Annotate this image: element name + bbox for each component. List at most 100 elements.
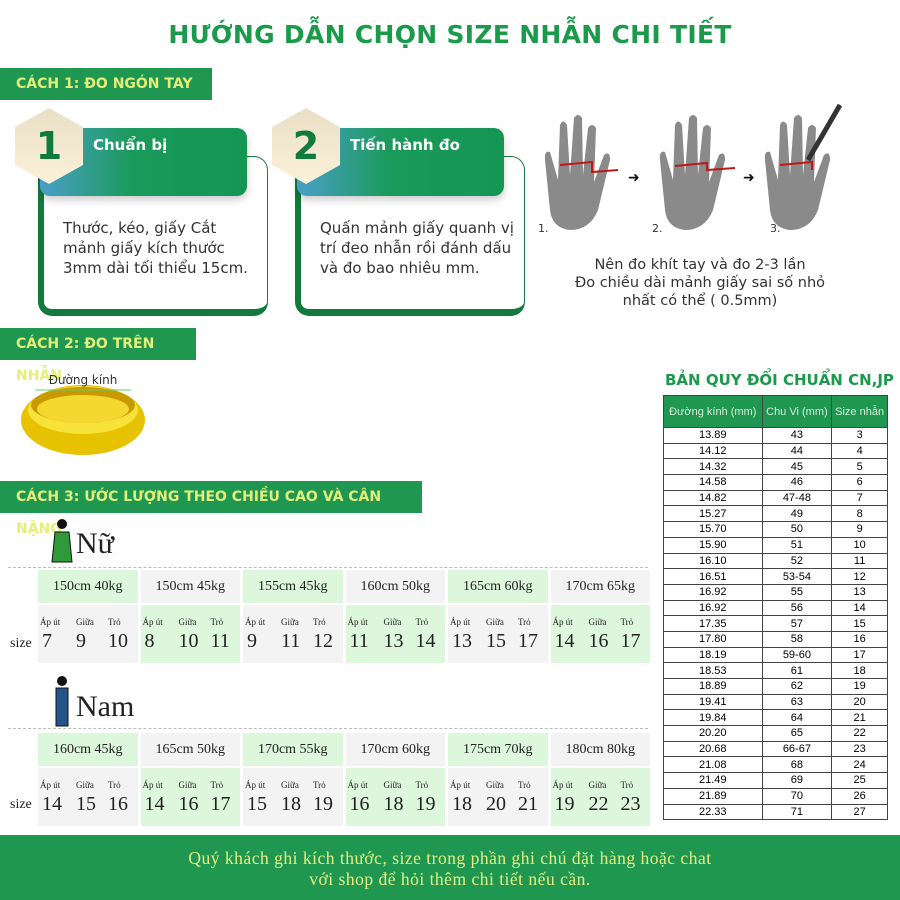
column-header: Chu Vi (mm): [761, 395, 833, 428]
table-cell: 62: [761, 678, 833, 695]
finger-label: Áp út: [245, 617, 266, 627]
table-cell: 20: [831, 693, 888, 711]
table-cell: 21.08: [663, 756, 763, 774]
table-cell: 52: [761, 552, 833, 570]
table-cell: 65: [761, 725, 833, 742]
method3-label: CÁCH 3: ƯỚC LƯỢNG THEO CHIỀU CAO VÀ CÂN …: [0, 481, 422, 537]
size-group: 150cm 45kg Áp út 8 Giữa 10 Trỏ 11: [140, 570, 240, 663]
table-cell: 58: [761, 630, 833, 648]
table-cell: 25: [831, 772, 888, 789]
table-cell: 27: [831, 803, 888, 821]
ring-size: 9: [247, 630, 257, 652]
table-cell: 49: [761, 505, 833, 523]
finger-label: Trỏ: [108, 617, 121, 627]
column-header: Đường kính (mm): [663, 395, 763, 428]
table-row: 16.51 53-54 12: [663, 568, 888, 585]
pen-icon: [805, 103, 843, 162]
table-row: 15.70 50 9: [663, 521, 888, 538]
height-weight: 165cm 60kg: [448, 570, 548, 603]
table-cell: 18.89: [663, 678, 763, 695]
height-weight: 150cm 40kg: [38, 570, 138, 603]
finger-label: Áp út: [450, 780, 471, 790]
size-group: 175cm 70kg Áp út 18 Giữa 20 Trỏ 21: [448, 733, 548, 826]
footer-line: Quý khách ghi kích thước, size trong phầ…: [188, 848, 712, 868]
table-cell: 4: [831, 442, 888, 460]
size-group: 155cm 45kg Áp út 9 Giữa 11 Trỏ 12: [243, 570, 343, 663]
finger-label: Giữa: [178, 617, 197, 627]
finger-label: Trỏ: [415, 617, 429, 627]
size-group: 165cm 50kg Áp út 14 Giữa 16 Trỏ 17: [140, 733, 240, 826]
table-cell: 9: [831, 521, 888, 538]
finger-label: Trỏ: [210, 780, 224, 790]
arrow-icon: ➜: [628, 170, 640, 186]
finger-sizes: Áp út 14 Giữa 16 Trỏ 17: [140, 768, 240, 826]
table-cell: 17.35: [663, 615, 763, 632]
table-cell: 51: [761, 536, 833, 554]
size-label: size: [10, 797, 32, 812]
table-cell: 11: [831, 552, 888, 570]
finger-sizes: Áp út 13 Giữa 15 Trỏ 17: [448, 605, 548, 663]
table-cell: 57: [761, 615, 833, 632]
female-figure-icon: [51, 519, 73, 563]
finger-label: Trỏ: [313, 617, 326, 627]
table-cell: 8: [831, 505, 888, 523]
ring-size: 22: [588, 793, 609, 815]
hexagon-number-badge: 2: [272, 108, 340, 184]
finger-label: Giữa: [588, 780, 607, 790]
table-cell: 44: [761, 442, 833, 460]
table-cell: 14: [831, 599, 888, 617]
finger-label: Giữa: [383, 780, 402, 790]
footer-note: Quý khách ghi kích thước, size trong phầ…: [0, 835, 900, 900]
table-row: 21.89 70 26: [663, 787, 888, 805]
ring-size: 18: [383, 793, 404, 815]
table-row: 21.49 69 25: [663, 772, 888, 789]
ring-size: 17: [620, 630, 641, 652]
table-cell: 68: [761, 756, 833, 774]
table-cell: 18.19: [663, 646, 763, 664]
conversion-title: BẢN QUY ĐỔI CHUẨN CN,JP: [665, 371, 894, 389]
height-weight: 160cm 50kg: [345, 570, 445, 603]
table-row: 17.80 58 16: [663, 630, 888, 648]
finger-sizes: Áp út 9 Giữa 11 Trỏ 12: [243, 605, 343, 663]
table-cell: 55: [761, 583, 833, 601]
ring-size: 15: [247, 793, 267, 815]
table-cell: 21: [831, 709, 888, 727]
height-weight: 155cm 45kg: [243, 570, 343, 603]
table-cell: 15.70: [663, 521, 763, 538]
ring-size: 19: [313, 793, 333, 815]
footer-line: với shop để hỏi thêm chi tiết nếu cần.: [309, 869, 591, 889]
finger-sizes: Áp út 19 Giữa 22 Trỏ 23: [550, 768, 650, 826]
table-cell: 16.92: [663, 583, 763, 601]
finger-sizes: Áp út 7 Giữa 9 Trỏ 10: [38, 605, 138, 663]
finger-label: Trỏ: [620, 780, 634, 790]
hand-label: 3.: [770, 222, 781, 235]
table-cell: 14.32: [663, 458, 763, 476]
ring-size: 23: [620, 793, 641, 815]
table-cell: 12: [831, 568, 888, 585]
finger-label: Áp út: [245, 780, 266, 790]
step-text: Quấn mảnh giấy quanh vị trí đeo nhẫn rồi…: [320, 219, 514, 277]
ring-size: 7: [42, 630, 52, 652]
method2-label: CÁCH 2: ĐO TRÊN NHẪN: [0, 328, 196, 384]
table-cell: 64: [761, 709, 833, 727]
step-text: Thước, kéo, giấy Cắt mảnh giấy kích thướ…: [63, 219, 248, 277]
male-size-grid: 160cm 45kg Áp út 14 Giữa 15 Trỏ 16 165cm 50kg Áp…: [38, 733, 650, 826]
size-group: 160cm 50kg Áp út 11 Giữa 13 Trỏ 14: [345, 570, 445, 663]
finger-label: Áp út: [347, 780, 368, 790]
page-title: HƯỚNG DẪN CHỌN SIZE NHẪN CHI TIẾT: [168, 20, 732, 49]
table-cell: 7: [831, 489, 888, 507]
table-row: 16.92 55 13: [663, 583, 888, 601]
finger-sizes: Áp út 14 Giữa 16 Trỏ 17: [550, 605, 650, 663]
table-cell: 69: [761, 772, 833, 789]
column-header: Size nhẫn: [831, 395, 888, 428]
table-cell: 59-60: [761, 646, 833, 664]
finger-label: Áp út: [450, 617, 471, 627]
step-card-2: 2 Tiến hành đo Quấn mảnh giấy quanh vị t…: [272, 108, 527, 318]
height-weight: 150cm 45kg: [140, 570, 240, 603]
table-cell: 17: [831, 646, 888, 664]
finger-sizes: Áp út 8 Giữa 10 Trỏ 11: [140, 605, 240, 663]
finger-label: Áp út: [347, 617, 368, 627]
table-cell: 47-48: [761, 489, 833, 507]
size-group: 160cm 45kg Áp út 14 Giữa 15 Trỏ 16: [38, 733, 138, 826]
table-cell: 66-67: [761, 740, 833, 758]
